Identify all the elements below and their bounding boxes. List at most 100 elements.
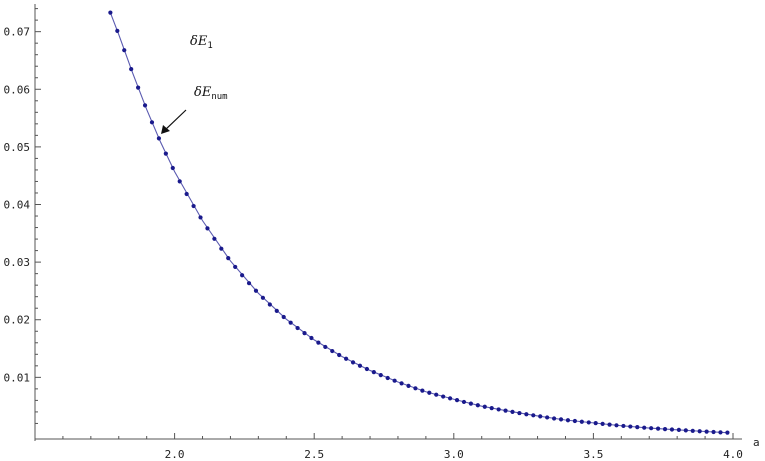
series-points-group — [108, 10, 730, 435]
ticks: 2.0 2.5 3.0 3.5 4.0 0.01 0.02 0.03 0.04 0.05 0.06 0… — [4, 8, 743, 461]
data-point — [607, 422, 612, 427]
data-point — [593, 421, 598, 426]
data-point — [510, 409, 515, 414]
data-point — [454, 398, 460, 403]
data-point — [316, 340, 321, 345]
data-point — [475, 403, 480, 408]
data-point — [496, 407, 501, 412]
data-point — [669, 427, 675, 432]
y-tick-label: 0.07 — [4, 26, 31, 39]
axes — [34, 4, 742, 441]
data-point — [524, 412, 529, 417]
data-point — [565, 418, 571, 423]
data-point — [579, 419, 584, 424]
data-point — [149, 120, 155, 125]
annotation-delta-e1: δE1 — [190, 34, 213, 51]
data-point — [635, 425, 640, 430]
data-point — [184, 191, 189, 197]
data-point — [399, 381, 404, 386]
data-point — [330, 348, 335, 354]
x-axis-label: a — [753, 436, 760, 449]
data-point — [295, 325, 300, 331]
data-point — [129, 66, 134, 72]
x-tick-label: 2.5 — [304, 448, 324, 461]
data-point — [676, 427, 681, 433]
data-point — [725, 430, 730, 435]
data-point — [156, 136, 162, 141]
y-tick-label: 0.01 — [4, 371, 31, 384]
data-point — [108, 10, 113, 15]
data-point — [517, 410, 522, 416]
data-point — [683, 428, 688, 433]
x-tick-label: 3.5 — [583, 448, 603, 461]
data-point — [413, 386, 418, 391]
annotation-arrow-head — [161, 125, 170, 134]
data-point — [600, 421, 605, 427]
data-point — [468, 401, 473, 406]
data-point — [662, 426, 668, 432]
data-point — [545, 415, 550, 420]
series-line-group — [109, 12, 728, 434]
data-point — [718, 430, 723, 435]
y-tick-label: 0.04 — [4, 199, 31, 212]
data-point — [420, 388, 425, 393]
data-point — [614, 423, 619, 428]
annotation-arrow-shaft — [163, 109, 187, 132]
data-point — [122, 48, 127, 53]
data-point — [461, 399, 467, 405]
data-point — [212, 236, 217, 241]
data-point — [309, 335, 314, 341]
data-point — [233, 264, 238, 270]
data-point — [350, 360, 356, 365]
data-point — [364, 366, 369, 372]
data-point — [191, 203, 196, 209]
data-point — [697, 429, 702, 434]
series-line-delta-e1 — [109, 12, 728, 434]
data-point — [538, 414, 543, 419]
annotation-delta-enum: δEnum — [194, 85, 228, 102]
data-point — [711, 429, 716, 435]
y-tick-label: 0.05 — [4, 141, 31, 154]
y-tick-label: 0.02 — [4, 314, 31, 327]
data-point — [551, 416, 557, 421]
data-point — [434, 392, 439, 397]
data-point — [628, 424, 633, 429]
data-point — [482, 404, 487, 409]
data-point — [448, 396, 453, 401]
data-point — [385, 375, 390, 381]
x-tick-label: 2.0 — [165, 448, 185, 461]
data-point — [337, 352, 342, 358]
data-point — [246, 281, 252, 286]
data-point — [704, 429, 709, 434]
data-point — [219, 246, 224, 251]
data-point — [357, 363, 363, 368]
data-point — [371, 370, 376, 375]
data-point — [427, 390, 432, 395]
data-point — [572, 418, 577, 424]
data-point — [288, 320, 293, 325]
data-point — [302, 331, 307, 336]
x-tick-label: 3.0 — [444, 448, 464, 461]
data-point — [323, 344, 328, 350]
y-tick-label: 0.06 — [4, 83, 31, 96]
data-point — [531, 413, 536, 418]
x-tick-label: 4.0 — [723, 448, 743, 461]
y-tick-label: 0.03 — [4, 256, 31, 269]
data-point — [655, 426, 661, 431]
data-point — [344, 356, 349, 361]
data-point — [253, 288, 259, 293]
data-point — [281, 314, 286, 320]
data-point — [489, 406, 494, 411]
data-point — [274, 308, 279, 314]
data-point — [163, 151, 168, 156]
data-point — [621, 423, 626, 429]
annotations: δE1 δEnum — [161, 34, 228, 134]
data-point — [198, 215, 203, 220]
data-point — [260, 295, 266, 300]
data-point — [441, 394, 446, 399]
data-point — [115, 28, 120, 33]
data-point — [170, 165, 175, 171]
data-point — [642, 425, 647, 430]
data-point — [649, 426, 654, 431]
